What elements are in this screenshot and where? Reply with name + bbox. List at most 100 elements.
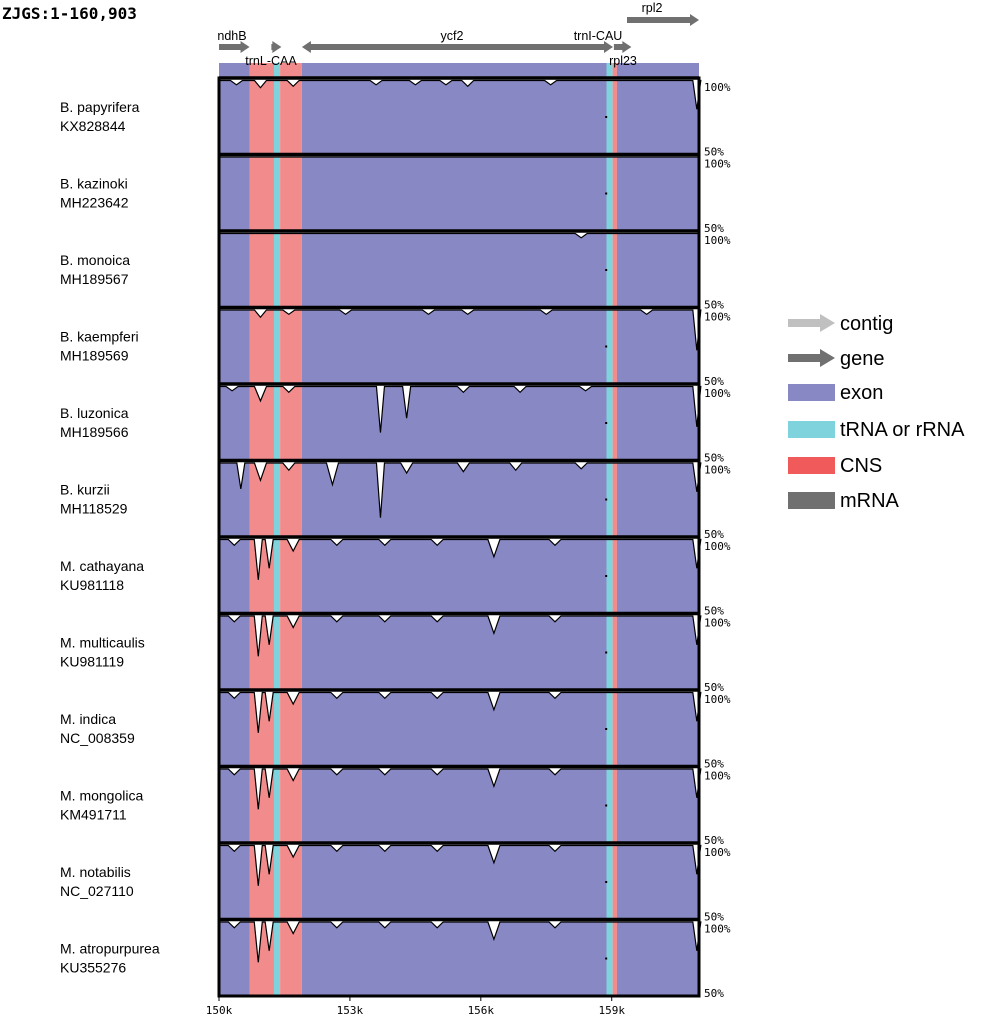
panel-region-trna [606,537,613,614]
annotation-region-exon [301,63,607,78]
legend-swatch-mrna [788,492,835,509]
panel-11: M. atropurpurea KU355276 100% 50% [60,917,731,1000]
legend-label-mrna: mRNA [840,490,900,512]
gene-arrow-trni-cau [603,41,613,53]
series-accession: MH189566 [60,424,129,440]
panel-region-trna [606,307,613,384]
identity-fill [219,690,701,733]
panel-region-cns [280,307,302,384]
panel-region-cns [280,384,302,461]
marker-dot [605,422,608,424]
series-accession: KU355276 [60,960,126,976]
panel-region-exon [616,690,699,767]
panel-region-cns [612,690,617,767]
identity-fill [219,766,701,810]
marker-dot [605,345,608,348]
panel-region-trna [606,231,613,308]
panel-region-cns [280,537,302,614]
panel-region-trna [273,231,281,308]
panel-1: B. kazinoki MH223642 100% 50% [60,152,731,235]
y-tick-label-50: 50% [704,758,724,771]
panel-region-exon [616,613,699,690]
panel-region-trna [606,690,613,767]
y-tick-label-50: 50% [704,987,724,1000]
marker-dot [605,116,608,118]
panel-6: M. cathayana KU981118 100% 50% [60,535,731,618]
x-tick-label: 159k [598,1004,625,1015]
gene-label-ndhb: ndhB [217,29,246,43]
panel-region-cns [612,154,617,231]
series-accession: MH189569 [60,348,129,364]
legend-swatch-exon [788,384,835,401]
panel-region-cns [249,307,274,384]
panel-region-exon [219,384,250,461]
y-tick-label-50: 50% [704,222,724,235]
marker-dot [605,269,608,271]
series-name: B. kurzii [60,482,110,498]
series-accession: MH189567 [60,271,129,287]
panel-region-trna [606,613,613,690]
panel-region-cns [612,384,617,461]
legend-label-gene: gene [840,348,885,370]
panel-10: M. notabilis NC_027110 100% 50% [60,841,731,924]
panel-region-cns [612,460,617,537]
y-tick-label-50: 50% [704,834,724,847]
panel-region-trna [606,384,613,461]
panel-region-exon [219,78,250,155]
y-tick-label-100: 100% [704,540,731,553]
panel-region-exon [219,766,250,843]
panel-region-exon [616,231,699,308]
marker-dot [605,575,608,577]
x-tick-label: 153k [337,1004,364,1015]
identity-curve [219,309,702,351]
panel-region-exon [616,154,699,231]
series-name: M. cathayana [60,558,144,574]
series-name: B. luzonica [60,405,129,421]
identity-fill [219,537,701,580]
series-name: B. kazinoki [60,176,128,192]
gene-label-ycf2: ycf2 [441,29,464,43]
panel-region-exon [219,460,250,537]
series-accession: NC_027110 [60,883,134,899]
panel-region-exon [301,690,607,767]
identity-curve [219,385,702,433]
gene-arrow-ndhb [219,41,250,53]
marker-dot [605,957,608,960]
y-tick-label-50: 50% [704,375,724,388]
panel-region-exon [219,231,250,308]
y-tick-label-100: 100% [704,158,731,171]
plot-frame [217,76,701,998]
identity-curve [219,921,702,963]
panel-region-trna [273,766,281,843]
gene-label-rpl23: rpl23 [609,54,637,68]
panel-region-exon [301,154,607,231]
gene-label-rpl2: rpl2 [642,1,663,15]
y-tick-label-50: 50% [704,452,724,465]
gene-arrow-ycf2 [301,41,603,53]
panel-region-trna [606,766,613,843]
panel-region-exon [616,843,699,920]
panel-region-cns [612,537,617,614]
panel-region-trna [273,307,281,384]
series-accession: KX828844 [60,118,126,134]
panel-region-trna [273,78,281,155]
identity-curve [219,768,702,810]
panel-9: M. mongolica KM491711 100% 50% [60,764,731,847]
legend-swatch-gene [788,349,835,367]
panel-region-cns [612,307,617,384]
legend: contig gene exon tRNA or rRNA CNS mRNA [788,313,965,512]
y-tick-label-100: 100% [704,693,731,706]
panel-region-cns [249,154,274,231]
panel-region-exon [616,537,699,614]
series-name: B. kaempferi [60,329,139,345]
panel-5: B. kurzii MH118529 100% 50% [60,458,731,541]
panel-region-cns [612,613,617,690]
panel-region-trna [273,460,281,537]
legend-label-contig: contig [840,313,893,335]
panel-region-exon [219,843,250,920]
panel-region-exon [301,766,607,843]
y-tick-label-50: 50% [704,911,724,924]
panel-region-cns [249,231,274,308]
